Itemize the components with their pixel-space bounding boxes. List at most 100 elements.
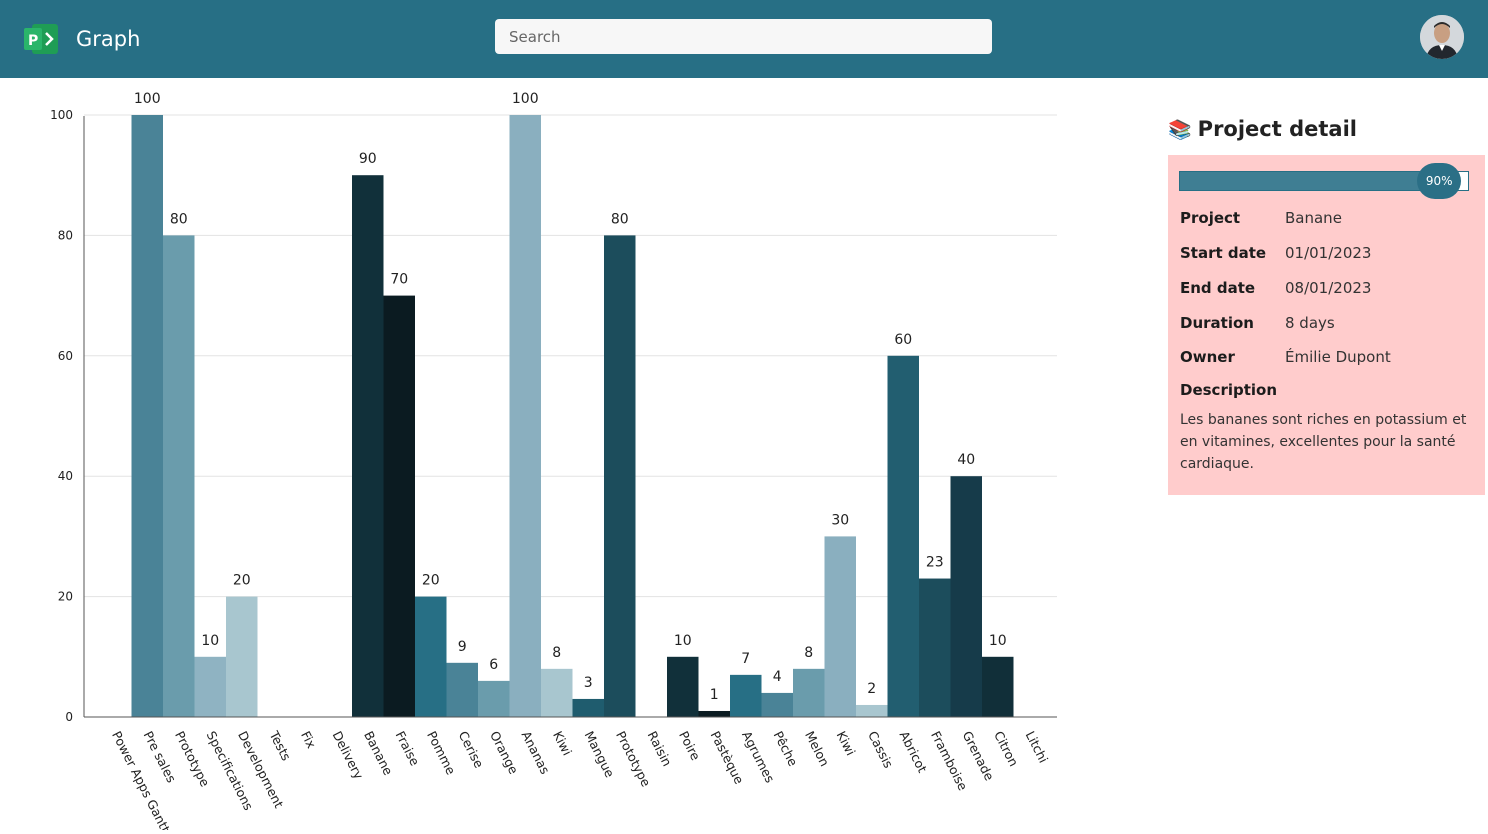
x-tick-label: Abricot <box>897 729 931 776</box>
data-label: 10 <box>674 633 692 649</box>
field-value: Banane <box>1285 209 1342 227</box>
bar[interactable] <box>226 596 258 717</box>
x-tick-label: Ananas <box>519 729 553 777</box>
data-label: 100 <box>134 91 161 107</box>
x-tick-label: Cassis <box>865 729 896 771</box>
bar[interactable] <box>919 578 951 717</box>
x-tick-label: Pêche <box>771 729 801 769</box>
description-label: Description <box>1180 381 1278 399</box>
data-label: 6 <box>489 657 498 673</box>
y-tick-label: 60 <box>58 349 73 363</box>
project-detail-heading: 📚 Project detail <box>1168 114 1357 145</box>
y-tick-label: 40 <box>58 469 73 483</box>
data-label: 100 <box>512 91 539 107</box>
bar[interactable] <box>352 175 384 717</box>
data-label: 80 <box>611 211 629 227</box>
data-label: 23 <box>926 555 944 571</box>
x-tick-label: Kiwi <box>550 729 575 758</box>
bar[interactable] <box>415 596 447 717</box>
bar[interactable] <box>131 115 164 717</box>
data-label: 8 <box>552 645 561 661</box>
bar[interactable] <box>667 656 699 717</box>
data-label: 2 <box>867 681 876 697</box>
x-tick-label: Fix <box>298 729 319 751</box>
search-input[interactable] <box>495 19 992 54</box>
bar[interactable] <box>446 662 479 717</box>
data-label: 7 <box>741 651 750 667</box>
x-tick-label: Fraise <box>393 729 423 769</box>
y-tick-label: 0 <box>65 710 73 724</box>
data-label: 80 <box>170 211 188 227</box>
data-label: 9 <box>458 639 467 655</box>
bars <box>131 115 1014 717</box>
bar[interactable] <box>383 295 416 717</box>
field-label: Start date <box>1180 244 1267 262</box>
bar[interactable] <box>982 656 1014 717</box>
data-label: 4 <box>773 669 782 685</box>
project-logo-icon: P <box>24 24 58 54</box>
value-labels: 100 80 10 20 90 70 20 9 6 100 8 3 80 10 1 7 4 8 30 2 60 23 40 1… <box>134 91 1007 703</box>
progress-bar: 90% <box>1179 163 1469 199</box>
x-tick-label: Citron <box>991 729 1021 769</box>
data-label: 10 <box>989 633 1007 649</box>
bar[interactable] <box>604 235 636 717</box>
data-label: 10 <box>201 633 219 649</box>
x-tick-label: Poire <box>676 729 703 764</box>
field-label: End date <box>1180 279 1256 297</box>
x-tick-label: Pomme <box>424 729 459 778</box>
bar[interactable] <box>824 536 857 717</box>
data-label: 40 <box>957 452 975 468</box>
project-detail-title: Project detail <box>1197 117 1357 141</box>
user-avatar-icon <box>1420 15 1464 59</box>
x-tick-label: Cerise <box>456 729 487 771</box>
app-title: Graph <box>76 27 141 51</box>
bar[interactable] <box>856 704 888 717</box>
bar[interactable] <box>478 680 510 717</box>
books-icon: 📚 <box>1168 119 1192 141</box>
y-tick-label: 20 <box>58 590 73 604</box>
bar[interactable] <box>793 668 825 717</box>
bar[interactable] <box>509 115 542 717</box>
x-tick-label: Litchi <box>1023 729 1052 766</box>
app-header: P Graph <box>0 0 1488 78</box>
field-value: 08/01/2023 <box>1285 279 1372 297</box>
x-tick-label: Melon <box>802 729 832 769</box>
bar[interactable] <box>163 235 195 717</box>
bar[interactable] <box>572 698 605 717</box>
data-label: 90 <box>359 151 377 167</box>
description-text: Les bananes sont riches en potassium et … <box>1180 412 1467 472</box>
bar[interactable] <box>761 692 794 717</box>
bar[interactable] <box>541 668 573 717</box>
data-label: 3 <box>584 675 593 691</box>
x-tick-label: Raisin <box>645 729 675 769</box>
y-tick-label: 80 <box>58 228 73 242</box>
x-tick-label: Banane <box>361 729 396 778</box>
x-tick-label: Mangue <box>582 729 618 781</box>
field-label: Duration <box>1180 314 1254 332</box>
data-label: 60 <box>894 332 912 348</box>
data-label: 8 <box>804 645 813 661</box>
field-label: Owner <box>1180 348 1235 366</box>
bar[interactable] <box>698 710 731 717</box>
svg-text:P: P <box>28 33 38 49</box>
field-value: 8 days <box>1285 314 1335 332</box>
bar[interactable] <box>887 355 920 717</box>
data-label: 1 <box>710 687 719 703</box>
progress-fill <box>1180 172 1440 190</box>
y-axis-ticks: 0 20 40 60 80 100 <box>50 108 73 724</box>
x-tick-label: Tests <box>266 728 294 763</box>
data-label: 30 <box>831 512 849 528</box>
bar[interactable] <box>730 674 762 717</box>
project-detail-card: 90% Project Banane Start date 01/01/2023… <box>1168 155 1485 495</box>
bar[interactable] <box>194 656 227 717</box>
x-tick-label: Kiwi <box>834 729 859 758</box>
data-label: 70 <box>390 272 408 288</box>
avatar[interactable] <box>1420 15 1464 59</box>
progress-label: 90% <box>1417 163 1462 199</box>
x-tick-label: Delivery <box>330 729 367 783</box>
field-value: Émilie Dupont <box>1285 348 1391 366</box>
field-label: Project <box>1180 209 1241 227</box>
bar[interactable] <box>950 476 983 717</box>
